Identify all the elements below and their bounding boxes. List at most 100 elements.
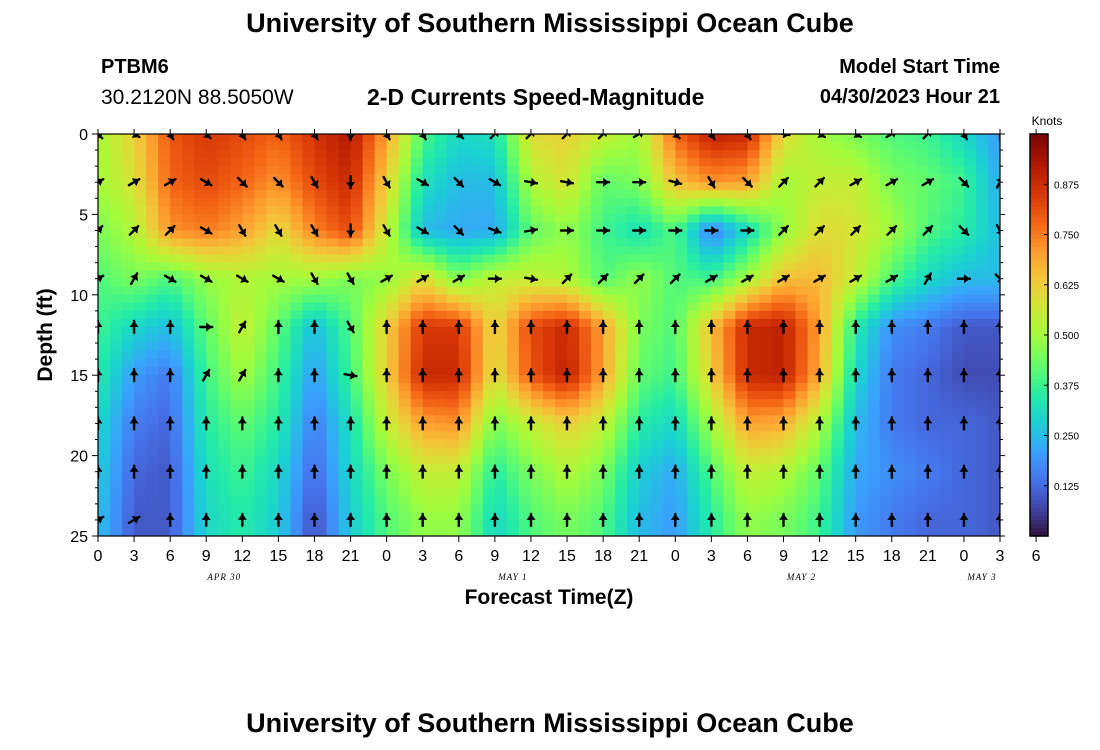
- heatmap-cell: [494, 230, 508, 240]
- heatmap-cell: [711, 302, 724, 312]
- heatmap-cell: [338, 222, 352, 232]
- heatmap-cell: [374, 158, 388, 167]
- heatmap-cell: [927, 367, 941, 376]
- heatmap-cell: [747, 463, 761, 473]
- heatmap-cell: [639, 479, 652, 489]
- heatmap-cell: [603, 246, 616, 256]
- heatmap-cell: [651, 527, 664, 536]
- vector-layer: [98, 134, 1000, 528]
- heatmap-cell: [843, 431, 857, 441]
- heatmap-cell: [374, 495, 388, 505]
- heatmap-cell: [302, 527, 316, 536]
- heatmap-cell: [819, 439, 833, 449]
- heatmap-cell: [374, 286, 388, 296]
- heatmap-cell: [903, 302, 917, 312]
- heatmap-cell: [542, 375, 556, 384]
- heatmap-cell: [518, 286, 532, 296]
- heatmap-cell: [134, 479, 147, 489]
- heatmap-cell: [206, 326, 219, 336]
- heatmap-cell: [567, 463, 580, 473]
- heatmap-cell: [242, 326, 255, 336]
- heatmap-cell: [362, 407, 376, 416]
- heatmap-cell: [555, 134, 568, 143]
- heatmap-cell: [675, 198, 688, 207]
- heatmap-cell: [819, 463, 833, 473]
- heatmap-cell: [386, 238, 400, 248]
- heatmap-cell: [422, 391, 436, 400]
- heatmap-cell: [927, 471, 941, 481]
- heatmap-cell: [122, 455, 135, 465]
- heatmap-cell: [687, 150, 700, 159]
- heatmap-cell: [807, 439, 821, 449]
- heatmap-cell: [927, 399, 941, 408]
- heatmap-cell: [386, 286, 400, 296]
- heatmap-cell: [218, 166, 231, 175]
- heatmap-cell: [807, 214, 821, 224]
- heatmap-cell: [759, 431, 773, 441]
- heatmap-cell: [783, 198, 797, 207]
- heatmap-cell: [771, 343, 785, 352]
- heatmap-cell: [182, 206, 195, 215]
- heatmap-cell: [434, 439, 448, 449]
- heatmap-cell: [603, 158, 616, 167]
- heatmap-cell: [290, 182, 304, 191]
- heatmap-cell: [699, 487, 712, 497]
- heatmap-cell: [903, 326, 917, 336]
- heatmap-cell: [290, 335, 304, 344]
- heatmap-cell: [831, 254, 845, 264]
- heatmap-cell: [482, 190, 496, 199]
- heatmap-cell: [591, 286, 604, 296]
- heatmap-cell: [386, 230, 400, 240]
- heatmap-cell: [254, 439, 267, 449]
- heatmap-cell: [927, 383, 941, 392]
- colorbar-segment: [1030, 150, 1048, 155]
- heatmap-cell: [398, 150, 412, 159]
- current-vector: [707, 134, 716, 141]
- heatmap-cell: [218, 351, 231, 360]
- heatmap-cell: [470, 471, 484, 481]
- heatmap-cell: [735, 487, 749, 497]
- heatmap-cell: [506, 495, 520, 505]
- heatmap-cell: [831, 206, 845, 215]
- heatmap-cell: [735, 391, 749, 400]
- colorbar-segment: [1030, 290, 1048, 296]
- heatmap-cell: [915, 527, 929, 536]
- heatmap-cell: [134, 166, 147, 175]
- heatmap-cell: [831, 246, 845, 256]
- heatmap-cell: [615, 527, 628, 536]
- current-vector: [128, 224, 140, 236]
- heatmap-cell: [747, 302, 761, 312]
- heatmap-cell: [735, 519, 749, 529]
- heatmap-cell: [194, 511, 207, 521]
- heatmap-cell: [230, 238, 243, 248]
- heatmap-cell: [242, 375, 255, 384]
- heatmap-cell: [422, 206, 436, 215]
- heatmap-cell: [783, 343, 797, 352]
- heatmap-cell: [278, 238, 292, 248]
- heatmap-cell: [675, 335, 688, 344]
- heatmap-cell: [506, 375, 520, 384]
- heatmap-cell: [314, 174, 328, 183]
- heatmap-cell: [963, 407, 977, 416]
- current-vector: [634, 368, 644, 383]
- heatmap-cell: [783, 447, 797, 457]
- heatmap-cell: [759, 174, 773, 183]
- heatmap-cell: [603, 431, 616, 441]
- heatmap-cell: [651, 343, 664, 352]
- heatmap-cell: [482, 351, 496, 360]
- heatmap-cell: [651, 190, 664, 199]
- heatmap-cell: [494, 222, 508, 232]
- heatmap-cell: [771, 487, 785, 497]
- heatmap-cell: [591, 190, 604, 199]
- heatmap-cell: [146, 359, 159, 368]
- colorbar-segment: [1030, 351, 1048, 356]
- heatmap-cell: [290, 238, 304, 248]
- heatmap-cell: [338, 415, 352, 425]
- heatmap-cell: [458, 463, 472, 473]
- heatmap-cell: [615, 206, 628, 215]
- heatmap-cell: [302, 198, 316, 207]
- heatmap-cell: [398, 270, 412, 280]
- heatmap-cell: [338, 495, 352, 505]
- heatmap-cell: [134, 447, 147, 457]
- x-tick-label: 9: [779, 548, 788, 565]
